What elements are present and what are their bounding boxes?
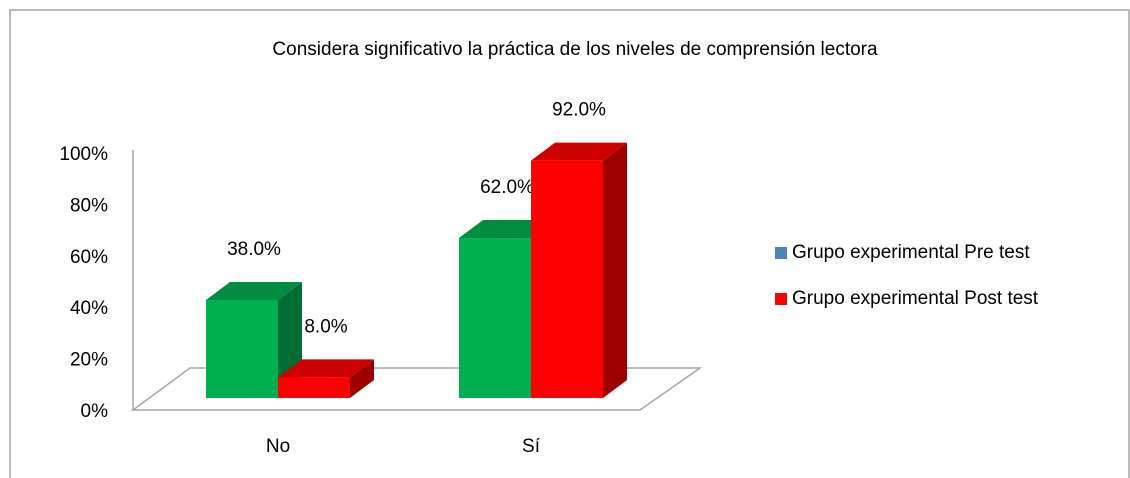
data-label: 62.0%	[480, 177, 534, 198]
y-tick-label: 100%	[59, 144, 108, 165]
bar	[459, 238, 531, 398]
bar-side	[603, 142, 627, 398]
legend-label: Grupo experimental Pre test	[792, 242, 1030, 263]
bar-top	[206, 281, 302, 300]
data-label: 92.0%	[552, 100, 606, 121]
x-tick-label: No	[266, 436, 290, 457]
data-label: 38.0%	[227, 239, 281, 260]
legend-label: Grupo experimental Post test	[792, 288, 1039, 309]
legend-swatch	[775, 293, 787, 305]
bar-top	[531, 142, 627, 161]
y-tick-label: 40%	[70, 298, 108, 319]
data-label: 8.0%	[304, 316, 347, 337]
bar	[206, 299, 278, 398]
legend-swatch	[775, 247, 787, 259]
chart-border	[9, 9, 1130, 478]
x-tick-label: Sí	[522, 436, 541, 457]
bar	[278, 377, 350, 398]
chart-title: Considera significativo la práctica de l…	[272, 39, 878, 60]
bar-side	[350, 359, 374, 398]
y-tick-label: 0%	[81, 401, 109, 422]
y-tick-label: 20%	[70, 350, 108, 371]
bar-top	[278, 359, 374, 378]
y-tick-label: 60%	[70, 247, 108, 268]
bar	[531, 160, 603, 398]
y-tick-label: 80%	[70, 195, 108, 216]
floor	[130, 367, 703, 411]
